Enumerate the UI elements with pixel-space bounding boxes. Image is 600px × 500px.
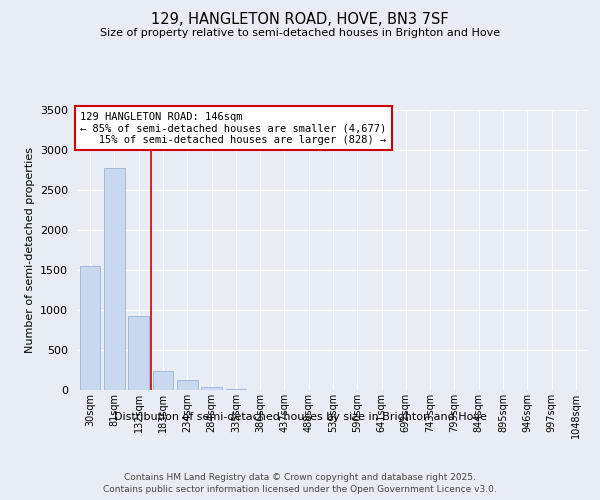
Bar <box>226 388 246 390</box>
Text: 129, HANGLETON ROAD, HOVE, BN3 7SF: 129, HANGLETON ROAD, HOVE, BN3 7SF <box>151 12 449 28</box>
Text: Distribution of semi-detached houses by size in Brighton and Hove: Distribution of semi-detached houses by … <box>113 412 487 422</box>
Bar <box>201 387 222 390</box>
Bar <box>80 266 100 390</box>
Text: Contains public sector information licensed under the Open Government Licence v3: Contains public sector information licen… <box>103 485 497 494</box>
Bar <box>104 168 125 390</box>
Text: Size of property relative to semi-detached houses in Brighton and Hove: Size of property relative to semi-detach… <box>100 28 500 38</box>
Bar <box>177 380 197 390</box>
Text: 129 HANGLETON ROAD: 146sqm
← 85% of semi-detached houses are smaller (4,677)
   : 129 HANGLETON ROAD: 146sqm ← 85% of semi… <box>80 112 386 145</box>
Bar <box>128 316 149 390</box>
Text: Contains HM Land Registry data © Crown copyright and database right 2025.: Contains HM Land Registry data © Crown c… <box>124 472 476 482</box>
Y-axis label: Number of semi-detached properties: Number of semi-detached properties <box>25 147 35 353</box>
Bar <box>152 371 173 390</box>
